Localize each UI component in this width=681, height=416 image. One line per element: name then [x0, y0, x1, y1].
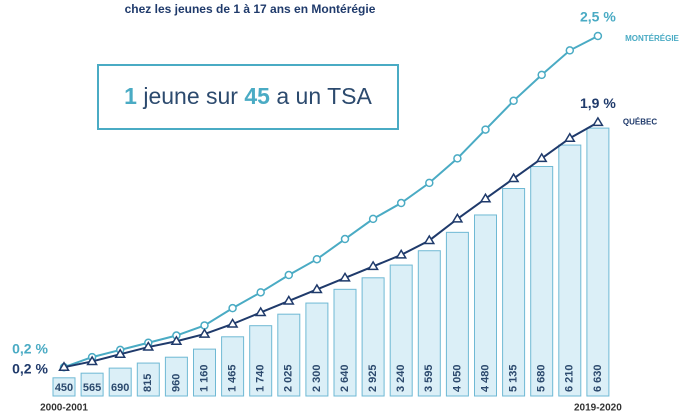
callout-box — [97, 64, 399, 130]
bar-value-label: 565 — [83, 382, 101, 394]
line-marker — [395, 248, 408, 259]
bar-value-label: 1 740 — [255, 364, 267, 392]
line-marker — [425, 178, 434, 188]
line — [63, 35, 599, 369]
x-tick-label: 2000-2001 — [40, 403, 88, 414]
end-value-label: 2,5 % — [580, 9, 616, 25]
line-marker — [509, 96, 518, 106]
bar-value-label: 5 680 — [536, 364, 548, 392]
callout-number: 45 — [244, 83, 270, 109]
line-marker — [228, 303, 237, 313]
bar — [389, 264, 413, 397]
bar-value-label: 960 — [170, 374, 182, 392]
line-marker — [284, 270, 294, 280]
callout-number: 1 — [124, 83, 137, 109]
line-marker — [282, 295, 295, 305]
line-marker — [200, 321, 209, 330]
line-marker — [481, 125, 490, 134]
line-marker — [226, 318, 239, 328]
line-marker — [340, 234, 350, 244]
line-marker — [535, 152, 548, 163]
bar — [558, 144, 582, 397]
bar-value-label: 4 050 — [451, 364, 463, 392]
bar-value-label: 3 240 — [395, 364, 407, 392]
bar — [333, 288, 357, 397]
bar — [361, 277, 385, 397]
bar-value-label: 4 480 — [479, 364, 491, 392]
line-marker — [311, 283, 323, 294]
bar-value-label: 815 — [142, 374, 154, 392]
bar — [417, 250, 441, 397]
callout-text: jeune sur — [142, 83, 238, 109]
bar — [305, 302, 329, 397]
line-marker — [170, 335, 183, 346]
line-marker — [368, 214, 378, 224]
bar — [193, 348, 216, 397]
bar-value-label: 2 025 — [283, 364, 295, 392]
line-marker — [537, 70, 546, 80]
legend-label: QUÉBEC — [623, 118, 657, 127]
bar-value-label: 690 — [111, 382, 129, 394]
legend-label: MONTÉRÉGIE — [625, 34, 679, 43]
bar-value-label: 2 925 — [367, 364, 379, 392]
bar-value-label: 6 210 — [564, 364, 576, 392]
bar — [530, 165, 554, 397]
line-marker — [507, 172, 520, 183]
line-marker — [451, 212, 464, 223]
bar — [164, 356, 188, 397]
line-marker — [563, 132, 576, 142]
line-marker — [565, 46, 575, 55]
bar-value-label: 5 135 — [508, 364, 520, 392]
bar-value-label: 3 595 — [423, 364, 435, 392]
x-tick-label: 2019-2020 — [574, 403, 622, 414]
line-marker — [58, 361, 70, 371]
line-marker — [86, 355, 98, 366]
bar-value-label: 1 465 — [227, 364, 239, 392]
end-value-label: 1,9 % — [580, 95, 616, 111]
line-marker — [453, 154, 462, 163]
bar — [474, 214, 497, 397]
callout: 1 jeune sur 45 a un TSA — [124, 83, 372, 109]
line-marker — [423, 234, 436, 245]
line-marker — [142, 341, 155, 351]
line-marker — [312, 254, 322, 264]
bar — [108, 367, 132, 397]
bar-value-label: 6 630 — [592, 364, 604, 392]
line-marker — [593, 31, 603, 41]
line-marker — [396, 198, 406, 208]
bar — [586, 127, 610, 397]
bar — [277, 313, 301, 397]
bar-value-label: 1 160 — [198, 364, 210, 392]
line-marker — [198, 328, 211, 338]
bar — [445, 231, 469, 397]
line-marker — [254, 306, 267, 317]
bar-value-label: 2 640 — [339, 364, 351, 392]
line-marker — [479, 192, 492, 203]
line-marker — [114, 348, 127, 358]
line-marker — [339, 271, 351, 282]
line-marker — [367, 260, 379, 271]
callout-text: a un TSA — [276, 83, 372, 109]
bar-value-label: 2 300 — [311, 364, 323, 392]
bar — [52, 377, 76, 397]
bar — [502, 188, 526, 397]
start-value-label: 0,2 % — [12, 361, 48, 377]
bar — [249, 325, 273, 397]
bar — [80, 372, 104, 397]
chart-title: chez les jeunes de 1 à 17 ans en Montéré… — [125, 2, 376, 16]
bar-value-label: 450 — [55, 382, 73, 394]
bar — [136, 362, 160, 397]
bar — [221, 336, 245, 397]
line-marker — [256, 288, 265, 297]
line-marker — [592, 116, 604, 127]
start-value-label: 0,2 % — [12, 341, 48, 357]
